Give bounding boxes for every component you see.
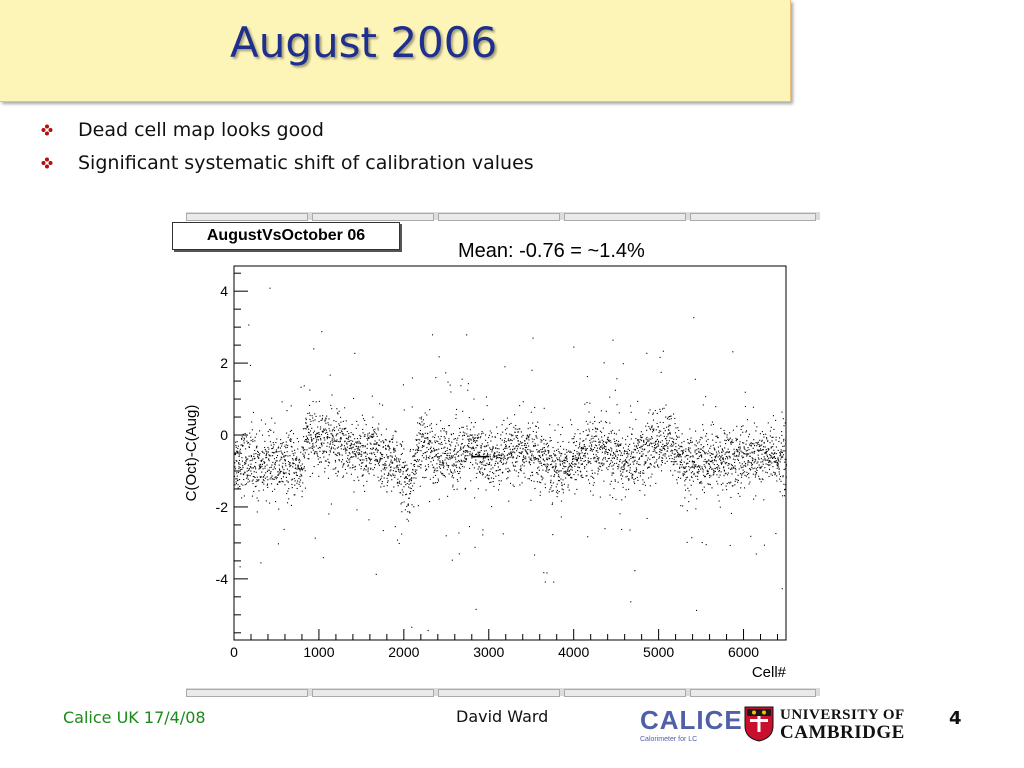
bullet-text: Significant systematic shift of calibrat… [78, 151, 534, 174]
footer-event: Calice UK 17/4/08 [63, 708, 206, 727]
cambridge-logo-text: UNIVERSITY OF CAMBRIDGE [780, 707, 905, 743]
toolbar-segment [438, 213, 560, 221]
toolbar-segment [564, 213, 686, 221]
histogram-title: AugustVsOctober 06 [172, 222, 400, 250]
mean-annotation: Mean: -0.76 = ~1.4% [458, 240, 645, 262]
plot-pad [186, 212, 820, 697]
canvas-toolbar-bottom [186, 688, 820, 697]
calice-logo-subtitle: Calorimeter for LC [640, 736, 698, 743]
cambridge-line2: CAMBRIDGE [780, 722, 905, 743]
bullet-item: Significant systematic shift of calibrat… [40, 146, 534, 179]
cambridge-line1: UNIVERSITY OF [780, 707, 905, 723]
bullet-item: Dead cell map looks good [40, 113, 534, 146]
toolbar-segment [438, 689, 560, 697]
toolbar-segment [690, 689, 816, 697]
bullet-list: Dead cell map looks good Significant sys… [40, 113, 534, 179]
page-number: 4 [949, 708, 962, 729]
calice-logo: CALICE Calorimeter for LC [640, 705, 743, 747]
toolbar-segment [312, 689, 434, 697]
canvas-toolbar-top [186, 212, 820, 221]
toolbar-segment [312, 213, 434, 221]
footer-author: David Ward [456, 707, 549, 726]
root-canvas [186, 212, 820, 697]
slide-title: August 2006 [230, 18, 498, 67]
title-banner [0, 0, 791, 102]
cambridge-shield-icon [744, 706, 774, 742]
diamond-bullet-icon [40, 156, 54, 170]
diamond-bullet-icon [40, 123, 54, 137]
toolbar-segment [186, 213, 308, 221]
bullet-text: Dead cell map looks good [78, 118, 324, 141]
toolbar-segment [186, 689, 308, 697]
cambridge-logo: UNIVERSITY OF CAMBRIDGE [744, 704, 924, 744]
toolbar-segment [690, 213, 816, 221]
toolbar-segment [564, 689, 686, 697]
calice-logo-text: CALICE [640, 705, 743, 735]
